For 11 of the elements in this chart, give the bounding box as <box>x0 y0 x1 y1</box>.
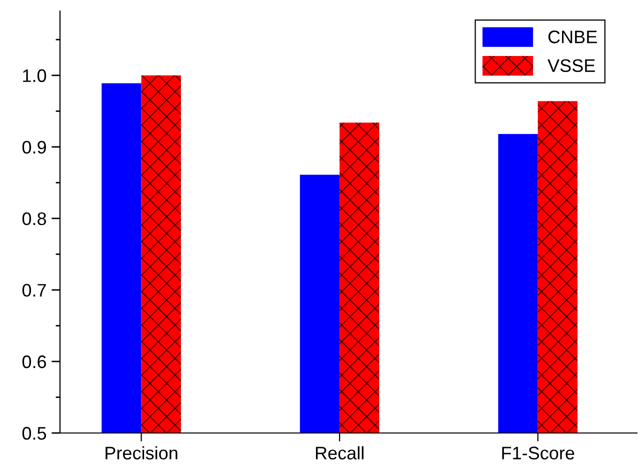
x-tick-label: F1-Score <box>502 446 574 460</box>
y-tick-label: 0.7 <box>22 284 46 297</box>
y-tick-label: 0.8 <box>22 212 46 226</box>
y-tick-label: 0.5 <box>22 426 46 440</box>
x-tick-label: Precision <box>106 446 178 460</box>
legend-label: CNBE <box>548 30 597 44</box>
y-tick-label: 0.6 <box>22 355 46 368</box>
legend-label: VSSE <box>548 59 595 72</box>
x-tick-label: Recall <box>316 446 364 460</box>
y-tick-label: 1.0 <box>23 69 46 82</box>
y-tick-label: 0.9 <box>22 140 46 154</box>
